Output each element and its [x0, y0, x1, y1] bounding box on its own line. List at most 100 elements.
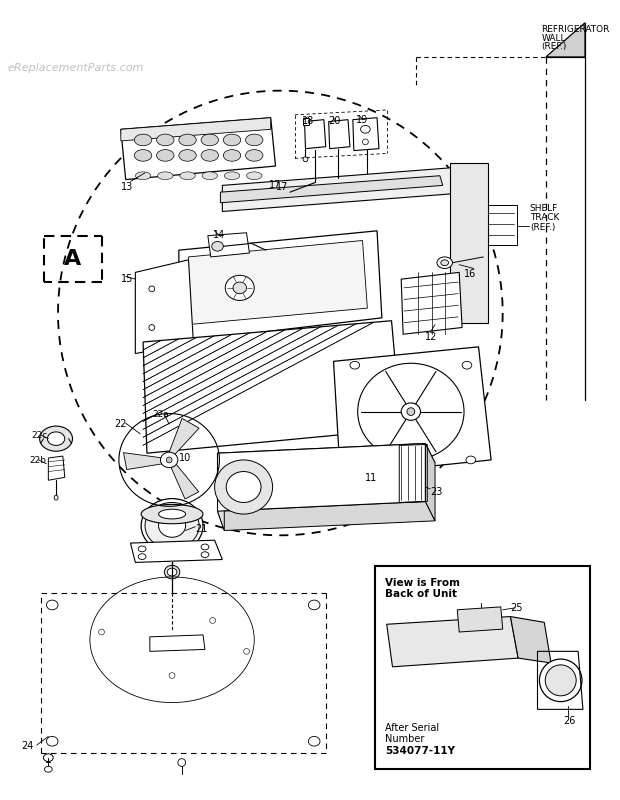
Text: 534077-11Y: 534077-11Y	[385, 746, 454, 756]
Text: View is From: View is From	[385, 578, 460, 588]
Polygon shape	[121, 118, 275, 179]
Ellipse shape	[201, 134, 218, 146]
Ellipse shape	[202, 172, 218, 179]
Polygon shape	[546, 23, 585, 57]
Ellipse shape	[167, 568, 177, 576]
Polygon shape	[123, 453, 162, 470]
Text: 19: 19	[356, 115, 368, 125]
Ellipse shape	[441, 260, 448, 266]
Ellipse shape	[46, 737, 58, 746]
Ellipse shape	[43, 754, 53, 762]
Text: 25: 25	[510, 603, 523, 613]
Text: 18: 18	[301, 116, 314, 126]
Ellipse shape	[358, 363, 464, 460]
Text: 22a: 22a	[153, 410, 169, 418]
Ellipse shape	[407, 408, 415, 415]
Polygon shape	[218, 443, 435, 473]
Text: 23: 23	[430, 487, 443, 497]
Polygon shape	[329, 120, 350, 149]
Ellipse shape	[46, 600, 58, 610]
Text: (REF.): (REF.)	[541, 42, 567, 51]
Text: Back of Unit: Back of Unit	[385, 590, 457, 599]
Ellipse shape	[210, 618, 216, 623]
Ellipse shape	[539, 659, 582, 702]
Text: 21: 21	[195, 524, 208, 534]
Ellipse shape	[233, 282, 247, 294]
Ellipse shape	[350, 458, 360, 466]
Polygon shape	[121, 118, 271, 141]
Ellipse shape	[201, 552, 209, 558]
Text: After Serial: After Serial	[385, 723, 439, 733]
Polygon shape	[135, 260, 193, 354]
Ellipse shape	[437, 257, 453, 269]
Polygon shape	[218, 443, 425, 511]
Ellipse shape	[159, 514, 185, 538]
Ellipse shape	[164, 566, 180, 579]
Ellipse shape	[246, 134, 263, 146]
Text: 14: 14	[213, 230, 225, 240]
Text: 26: 26	[564, 716, 576, 726]
Polygon shape	[304, 120, 326, 149]
Ellipse shape	[215, 460, 273, 514]
Ellipse shape	[54, 495, 58, 500]
Ellipse shape	[145, 502, 199, 549]
Text: 15: 15	[121, 274, 133, 284]
Text: REFRIGERATOR: REFRIGERATOR	[541, 25, 609, 34]
Polygon shape	[401, 272, 462, 334]
Ellipse shape	[45, 766, 52, 772]
Ellipse shape	[138, 554, 146, 559]
Ellipse shape	[135, 134, 152, 146]
Polygon shape	[150, 635, 205, 651]
Ellipse shape	[178, 758, 185, 766]
Ellipse shape	[244, 649, 249, 654]
Ellipse shape	[225, 275, 254, 301]
Ellipse shape	[201, 150, 218, 162]
Ellipse shape	[157, 150, 174, 162]
Ellipse shape	[223, 150, 241, 162]
Polygon shape	[48, 456, 64, 480]
Ellipse shape	[224, 172, 240, 179]
Polygon shape	[169, 418, 199, 454]
Polygon shape	[510, 617, 551, 663]
Text: A: A	[64, 249, 81, 269]
Text: 16: 16	[464, 269, 476, 278]
Polygon shape	[221, 176, 443, 202]
Ellipse shape	[545, 665, 576, 696]
Ellipse shape	[226, 471, 261, 502]
Text: 17: 17	[268, 179, 281, 190]
Text: 24: 24	[21, 742, 33, 751]
Ellipse shape	[462, 362, 472, 369]
Polygon shape	[458, 607, 503, 632]
Ellipse shape	[141, 505, 203, 524]
Text: 13: 13	[121, 182, 133, 191]
Ellipse shape	[159, 510, 185, 519]
Text: WALL: WALL	[541, 34, 566, 42]
Text: TRACK: TRACK	[529, 214, 559, 222]
Ellipse shape	[149, 325, 154, 330]
Text: 12: 12	[425, 332, 438, 342]
Ellipse shape	[303, 157, 308, 162]
Ellipse shape	[308, 600, 320, 610]
Bar	[375, 566, 590, 770]
Ellipse shape	[157, 172, 173, 179]
Ellipse shape	[141, 498, 203, 553]
Ellipse shape	[246, 150, 263, 162]
Ellipse shape	[247, 172, 262, 179]
Ellipse shape	[135, 150, 152, 162]
Ellipse shape	[40, 426, 73, 451]
Ellipse shape	[350, 362, 360, 369]
Text: 22: 22	[114, 419, 126, 430]
Polygon shape	[218, 453, 224, 530]
Ellipse shape	[47, 432, 64, 446]
Ellipse shape	[401, 403, 420, 420]
Text: eReplacementParts.com: eReplacementParts.com	[7, 63, 144, 74]
Ellipse shape	[308, 737, 320, 746]
Text: 11: 11	[365, 473, 378, 482]
Polygon shape	[303, 118, 309, 126]
Polygon shape	[223, 166, 474, 211]
Ellipse shape	[363, 139, 368, 145]
Text: (REF.): (REF.)	[529, 223, 555, 232]
Polygon shape	[130, 540, 223, 562]
Ellipse shape	[166, 457, 172, 463]
Polygon shape	[171, 464, 199, 499]
